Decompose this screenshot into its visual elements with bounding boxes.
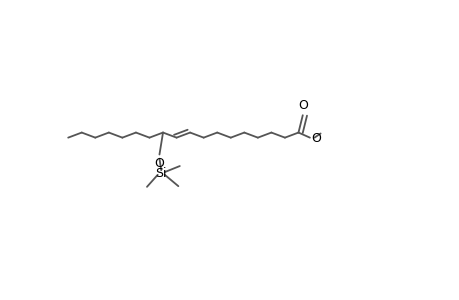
Text: O: O: [298, 100, 308, 112]
Text: O: O: [154, 157, 164, 170]
Text: Si: Si: [155, 167, 167, 180]
Text: O: O: [311, 132, 320, 145]
